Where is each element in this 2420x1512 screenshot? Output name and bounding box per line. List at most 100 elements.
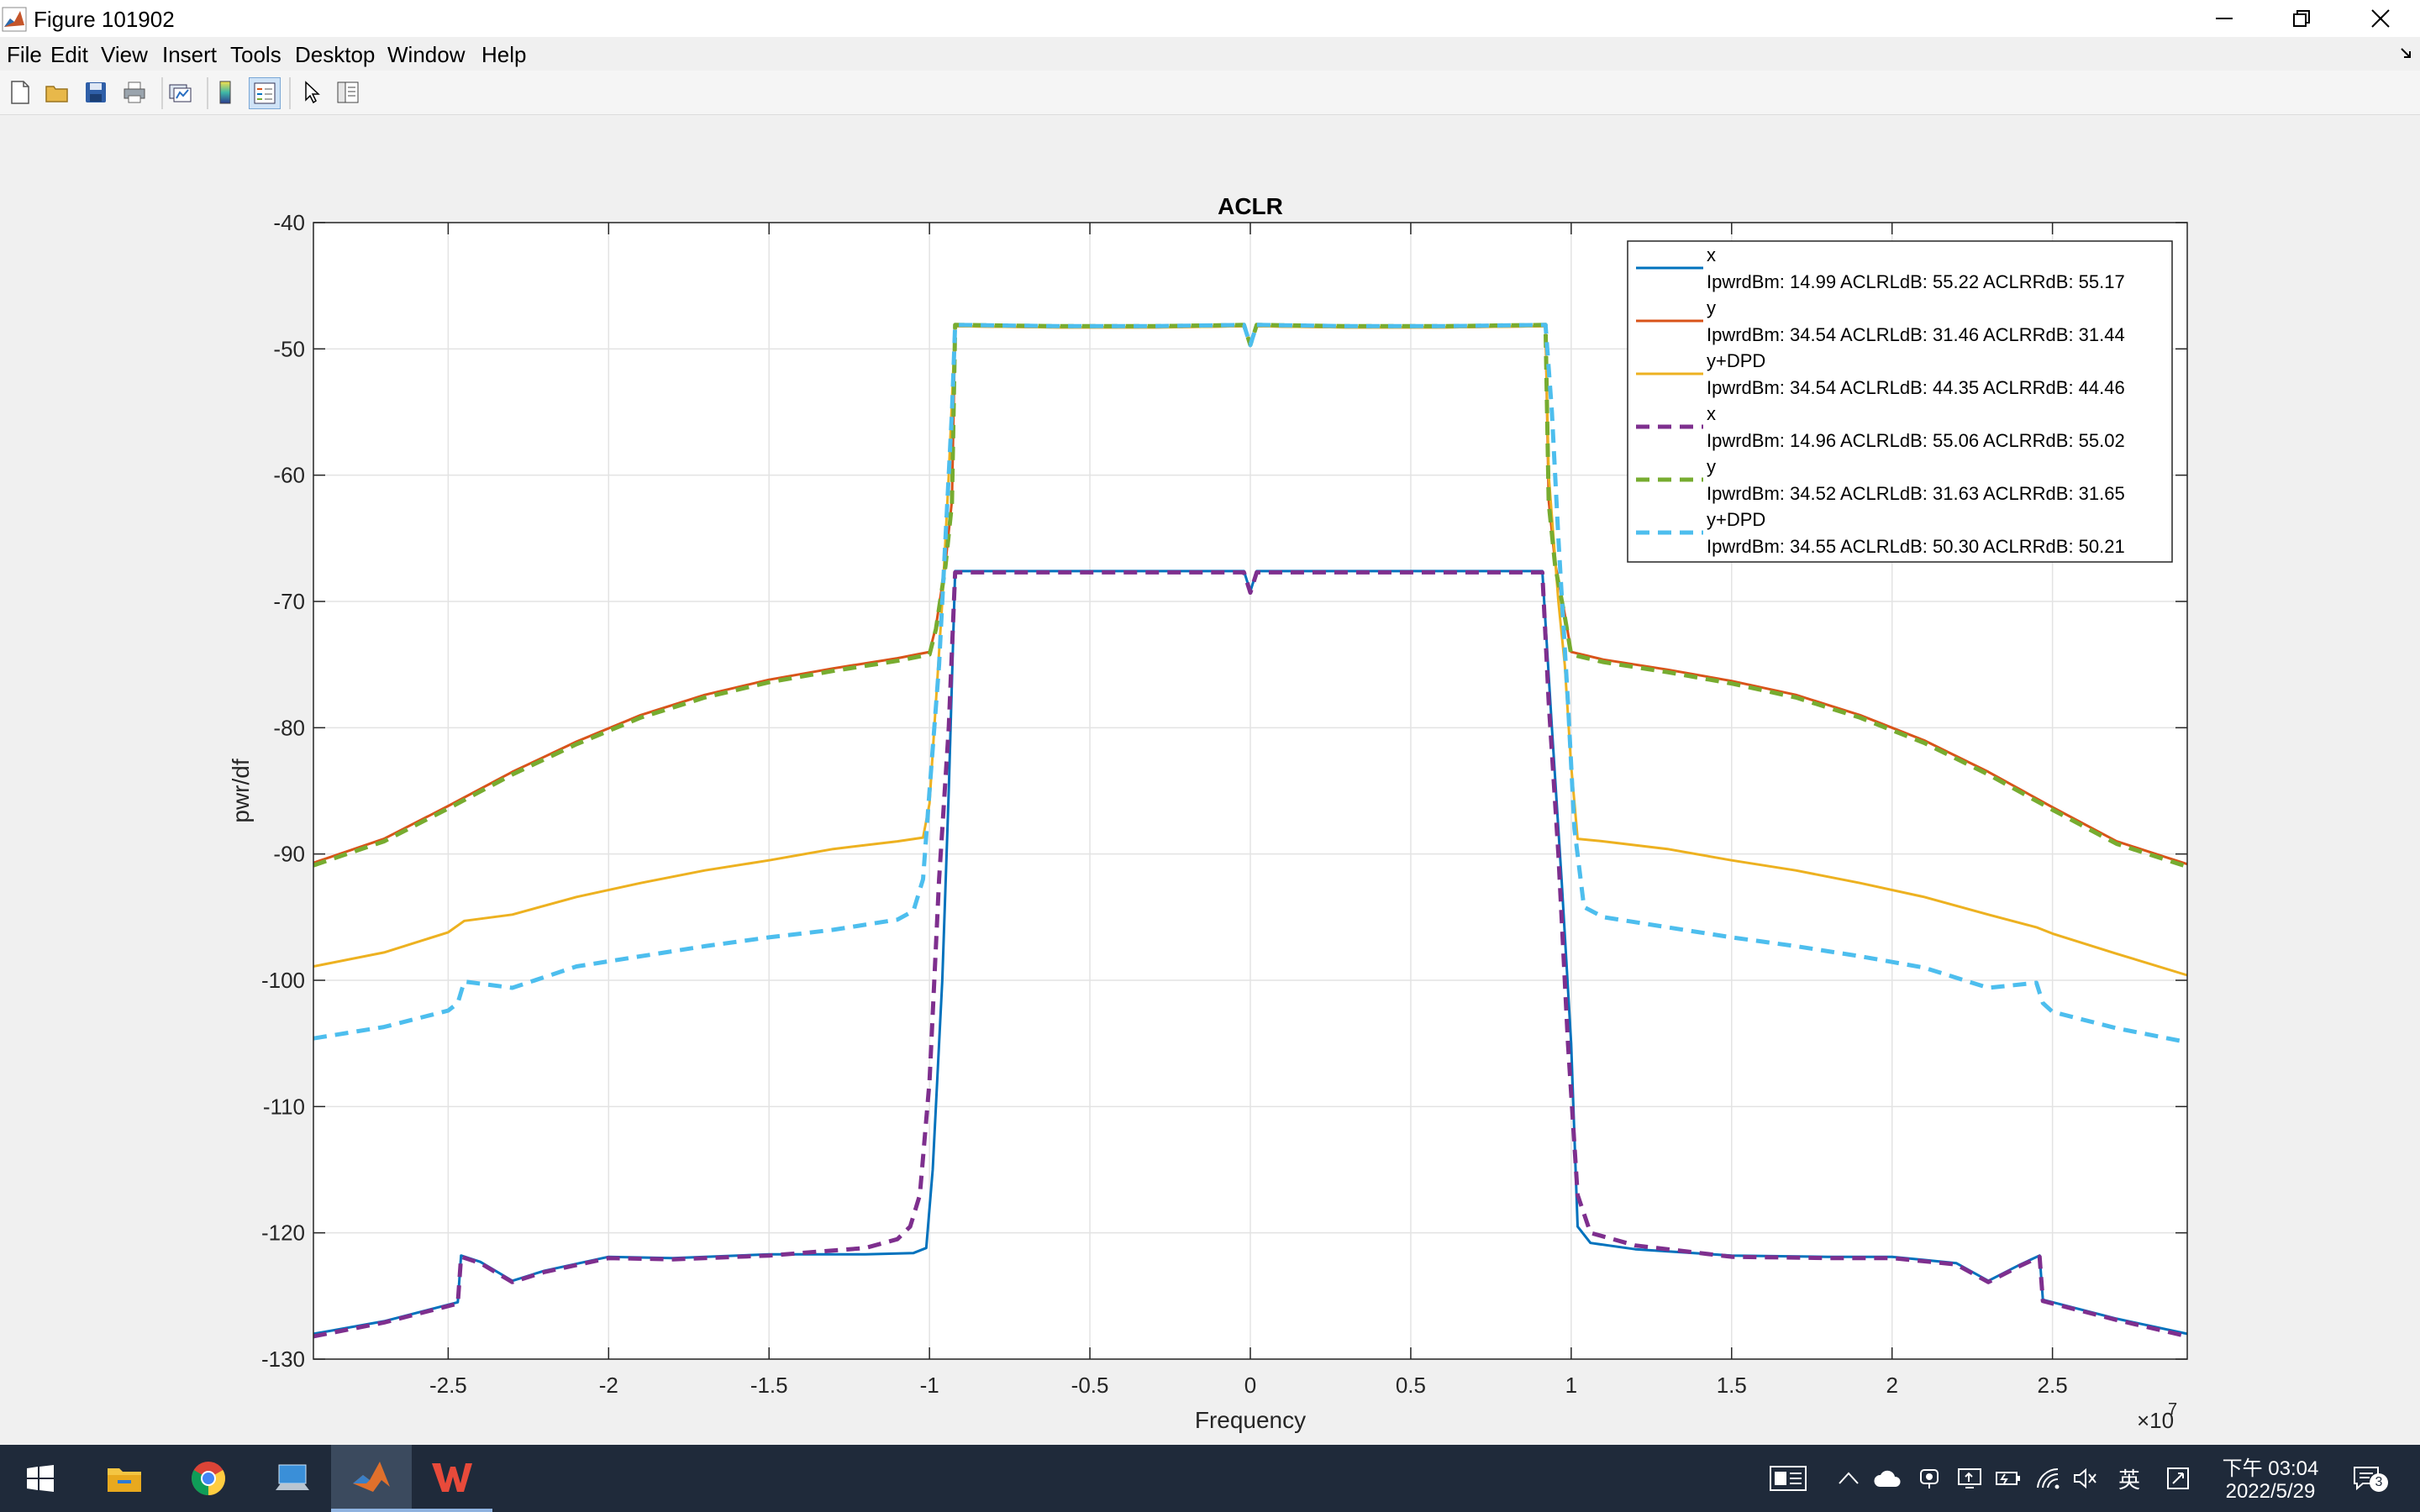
toolbar-separator	[207, 77, 208, 109]
close-icon	[2371, 9, 2390, 28]
y-tick-label: -70	[273, 589, 305, 614]
x-axis-label: Frequency	[1195, 1407, 1306, 1433]
figure-canvas[interactable]: -2.5 -2 -1.5 -1 -0.5 0 0.5 1 1.5 2 2.5 -40 -50 -60 -70…	[0, 115, 2420, 1445]
notification-count: 3	[2370, 1473, 2388, 1492]
tray-webcam[interactable]	[1912, 1462, 1946, 1495]
save-button[interactable]	[81, 77, 111, 108]
aclr-plot[interactable]: -2.5 -2 -1.5 -1 -0.5 0 0.5 1 1.5 2 2.5 -40 -50 -60 -70…	[0, 115, 2420, 1445]
cloud-icon	[1874, 1470, 1901, 1487]
close-button[interactable]	[2341, 0, 2420, 37]
y-tick-label: -80	[273, 715, 305, 740]
legend-entry-stats: IpwrdBm: 34.54 ACLRLdB: 44.35 ACLRRdB: 4…	[1707, 377, 2125, 398]
legend-entry-stats: IpwrdBm: 34.52 ACLRLdB: 31.63 ACLRRdB: 3…	[1707, 483, 2125, 504]
tray-wifi[interactable]	[2032, 1462, 2065, 1495]
battery-icon	[1996, 1472, 2020, 1485]
toolbar-separator	[289, 77, 291, 109]
dock-arrow-icon[interactable]	[2398, 45, 2415, 62]
legend-entry-name: y+DPD	[1707, 509, 1765, 530]
print-button[interactable]	[119, 77, 150, 108]
taskbar-file-explorer[interactable]	[84, 1445, 165, 1512]
property-editor-button[interactable]	[333, 77, 363, 108]
legend-box	[1627, 240, 2173, 563]
tray-input-mode[interactable]	[2161, 1462, 2195, 1495]
matlab-icon	[353, 1462, 390, 1492]
y-tick-label: -60	[273, 463, 305, 488]
x-tick-label: 1	[1565, 1373, 1577, 1398]
legend-entry-stats: IpwrdBm: 34.55 ACLRLdB: 50.30 ACLRRdB: 5…	[1707, 536, 2125, 557]
tray-ime[interactable]: 英	[2118, 1467, 2140, 1493]
start-button[interactable]	[0, 1445, 81, 1512]
menu-help[interactable]: Help	[481, 42, 527, 67]
x-tick-label: 1.5	[1717, 1373, 1747, 1398]
tray-news[interactable]	[1768, 1462, 1808, 1495]
y-tick-label: -100	[261, 968, 305, 993]
clock-time[interactable]: 下午 03:04	[2222, 1457, 2319, 1480]
x-tick-label: -2	[599, 1373, 618, 1398]
restore-icon	[2293, 10, 2310, 27]
menu-window[interactable]: Window	[387, 42, 466, 67]
print-icon	[124, 81, 145, 103]
minimize-icon	[2216, 18, 2233, 19]
camera-icon	[1920, 1469, 1939, 1488]
notification-center[interactable]: 3	[2348, 1462, 2388, 1495]
menu-view[interactable]: View	[101, 42, 148, 67]
edit-plot-button[interactable]	[296, 77, 326, 108]
legend-entry-name: y	[1707, 297, 1716, 318]
tray-volume[interactable]	[2069, 1462, 2102, 1495]
matlab-figure-icon	[2, 7, 27, 32]
y-tick-label: -90	[273, 842, 305, 867]
volume-muted-icon	[2074, 1467, 2096, 1489]
x-exponent-power: 7	[2168, 1400, 2177, 1419]
new-figure-button[interactable]	[5, 77, 35, 108]
open-file-button[interactable]	[42, 77, 72, 108]
display-settings-icon	[1958, 1468, 1981, 1488]
legend-entry-stats: IpwrdBm: 14.99 ACLRLdB: 55.22 ACLRRdB: 5…	[1707, 271, 2125, 292]
taskbar-chrome[interactable]	[168, 1445, 249, 1512]
legend-icon	[254, 82, 276, 104]
save-icon	[86, 82, 106, 102]
tray-overflow[interactable]	[1832, 1462, 1865, 1495]
y-axis-label: pwr/df	[228, 759, 254, 822]
link-plot-button[interactable]	[165, 77, 195, 108]
windows-start-icon	[27, 1465, 54, 1492]
menu-insert[interactable]: Insert	[162, 42, 218, 67]
clock-date[interactable]: 2022/5/29	[2225, 1480, 2316, 1503]
tray-battery[interactable]	[1991, 1462, 2025, 1495]
toolbar-separator	[161, 77, 163, 109]
x-tick-label: 2	[1886, 1373, 1897, 1398]
taskbar-this-pc[interactable]	[252, 1445, 333, 1512]
legend-entry-name: x	[1707, 403, 1716, 424]
chrome-icon	[192, 1462, 225, 1495]
restore-button[interactable]	[2262, 0, 2341, 37]
wps-icon	[432, 1463, 472, 1492]
chart-title: ACLR	[1218, 193, 1283, 219]
notification-icon	[2354, 1467, 2379, 1491]
y-tick-label: -110	[263, 1094, 305, 1119]
taskbar-wps[interactable]	[412, 1445, 492, 1512]
wifi-icon	[2037, 1467, 2060, 1489]
menu-bar: File Edit View Insert Tools Desktop Wind…	[0, 37, 2420, 71]
colorbar-icon	[219, 81, 231, 104]
minimize-button[interactable]	[2185, 0, 2264, 37]
menu-desktop[interactable]: Desktop	[295, 42, 376, 67]
new-figure-icon	[11, 81, 29, 104]
menu-tools[interactable]: Tools	[230, 42, 281, 67]
taskbar-matlab[interactable]	[331, 1445, 412, 1512]
legend-entry-stats: IpwrdBm: 34.54 ACLRLdB: 31.46 ACLRRdB: 3…	[1707, 324, 2125, 345]
colorbar-button[interactable]	[210, 77, 240, 108]
window-title: Figure 101902	[34, 7, 175, 32]
series-line-3	[313, 570, 2188, 1339]
chevron-up-icon	[1839, 1472, 1859, 1484]
x-exponent-label: ×10	[2137, 1408, 2174, 1433]
x-tick-label: -0.5	[1071, 1373, 1109, 1398]
menu-file[interactable]: File	[7, 42, 42, 67]
legend-entry-stats: IpwrdBm: 14.96 ACLRLdB: 55.06 ACLRRdB: 5…	[1707, 430, 2125, 451]
x-tick-label: -2.5	[429, 1373, 467, 1398]
input-mode-icon	[2167, 1467, 2189, 1489]
tray-display[interactable]	[1953, 1462, 1986, 1495]
x-tick-label: -1	[920, 1373, 939, 1398]
x-tick-label: 0.5	[1396, 1373, 1426, 1398]
legend-button[interactable]	[249, 77, 281, 109]
menu-edit[interactable]: Edit	[50, 42, 88, 67]
tray-onedrive[interactable]	[1870, 1462, 1904, 1495]
